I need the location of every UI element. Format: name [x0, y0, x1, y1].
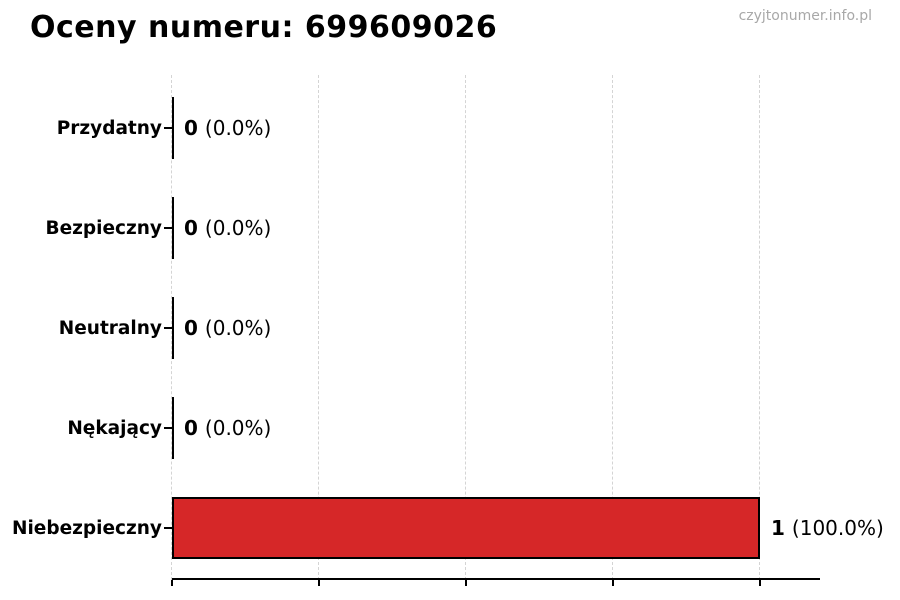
x-axis-tick	[171, 580, 173, 586]
y-axis-tick	[164, 527, 172, 529]
value-count: 0	[184, 216, 198, 240]
value-label: 0 (0.0%)	[184, 397, 271, 459]
bar-neutralny	[172, 297, 174, 359]
gridline	[612, 75, 613, 580]
y-axis-tick	[164, 227, 172, 229]
chart-row-nekajacy: Nękający 0 (0.0%)	[0, 397, 900, 459]
value-percent: (0.0%)	[204, 416, 272, 440]
value-percent: (0.0%)	[204, 216, 272, 240]
bar-przydatny	[172, 97, 174, 159]
value-label: 1 (100.0%)	[771, 497, 884, 559]
category-label: Bezpieczny	[45, 217, 162, 239]
watermark-text: czyjtonumer.info.pl	[738, 8, 872, 24]
value-label: 0 (0.0%)	[184, 197, 271, 259]
chart-row-bezpieczny: Bezpieczny 0 (0.0%)	[0, 197, 900, 259]
x-axis-tick	[759, 580, 761, 586]
value-count: 1	[771, 516, 785, 540]
category-label: Neutralny	[58, 317, 162, 339]
gridline	[759, 75, 760, 580]
chart-row-przydatny: Przydatny 0 (0.0%)	[0, 97, 900, 159]
value-count: 0	[184, 316, 198, 340]
x-axis-tick	[612, 580, 614, 586]
bar-nekajacy	[172, 397, 174, 459]
value-label: 0 (0.0%)	[184, 97, 271, 159]
bar-bezpieczny	[172, 197, 174, 259]
category-label: Nękający	[67, 417, 162, 439]
chart-row-neutralny: Neutralny 0 (0.0%)	[0, 297, 900, 359]
y-axis-tick	[164, 427, 172, 429]
gridline	[465, 75, 466, 580]
value-percent: (0.0%)	[204, 316, 272, 340]
value-label: 0 (0.0%)	[184, 297, 271, 359]
x-axis-tick	[465, 580, 467, 586]
chart-row-niebezpieczny: Niebezpieczny 1 (100.0%)	[0, 497, 900, 559]
x-axis-line	[172, 578, 820, 580]
value-count: 0	[184, 116, 198, 140]
chart-title: Oceny numeru: 699609026	[30, 10, 498, 45]
value-percent: (100.0%)	[791, 516, 884, 540]
y-axis-tick	[164, 127, 172, 129]
y-axis-tick	[164, 327, 172, 329]
value-percent: (0.0%)	[204, 116, 272, 140]
category-label: Przydatny	[56, 117, 162, 139]
x-axis-tick	[318, 580, 320, 586]
gridline	[318, 75, 319, 580]
bar-niebezpieczny	[172, 497, 760, 559]
value-count: 0	[184, 416, 198, 440]
category-label: Niebezpieczny	[11, 517, 162, 539]
